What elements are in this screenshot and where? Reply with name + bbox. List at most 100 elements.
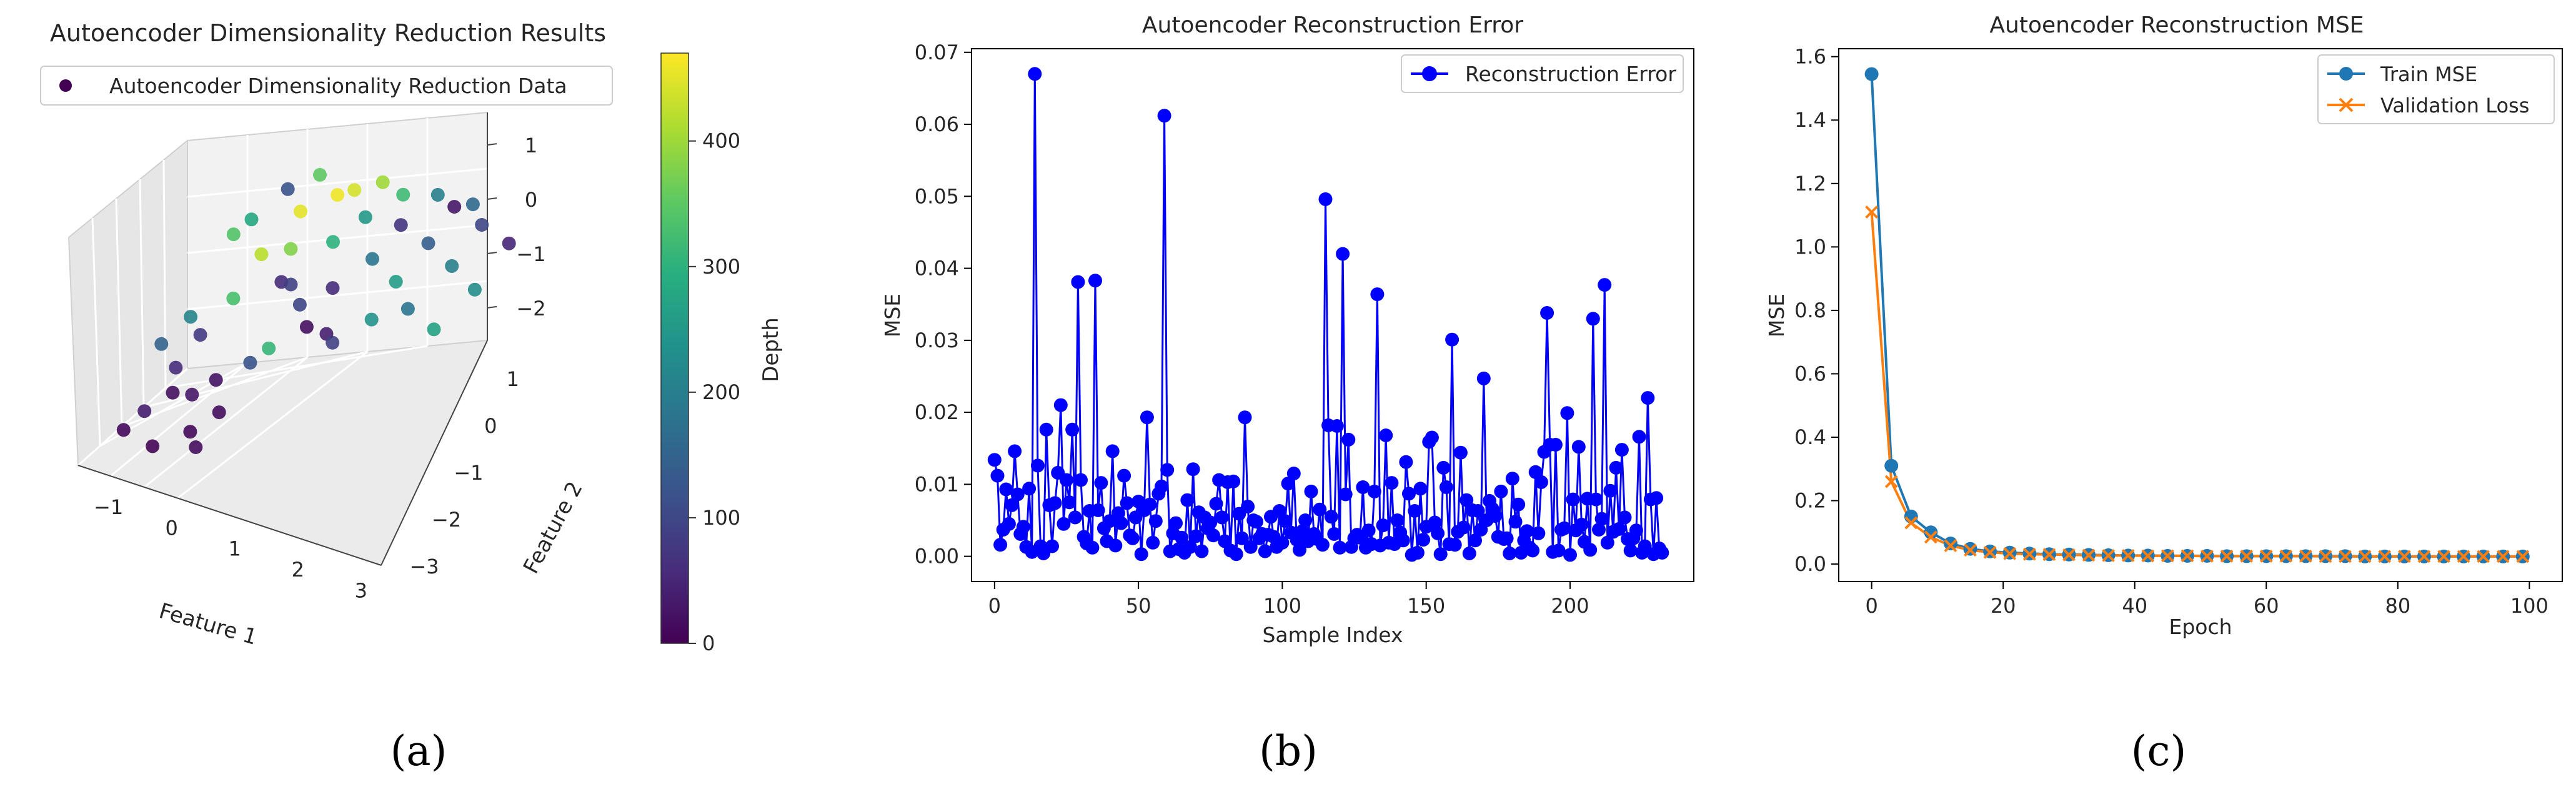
- panel-b-series-0-point: [1618, 510, 1632, 525]
- panel-b-series-0-point: [1215, 510, 1229, 525]
- panel-b-series-0-point: [1134, 547, 1148, 562]
- panel-b-series-0-point: [1272, 504, 1286, 518]
- panel-b-series-0-point: [1120, 496, 1134, 510]
- panel-b-series-0-point: [1614, 443, 1629, 457]
- panel-a-point: [284, 242, 298, 256]
- panel-a-ylabel: Feature 2: [519, 477, 588, 578]
- panel-b-series-0-point: [1169, 516, 1183, 530]
- panel-a-point: [226, 227, 241, 242]
- panel-b-series-0-point: [1209, 497, 1223, 511]
- panel-c-series-1-point: [2437, 550, 2450, 563]
- panel-b-series-0-point: [1125, 531, 1140, 545]
- panel-c-series-0-point: [1944, 537, 1957, 551]
- panel-c-series-1-point: [2299, 549, 2312, 563]
- panel-b-series-0-point: [1235, 531, 1249, 545]
- panel-a-point: [137, 404, 152, 418]
- panel-a-xtick-label: 3: [355, 578, 367, 602]
- panel-a-legend: Autoencoder Dimensionality Reduction Dat…: [40, 66, 613, 106]
- panel-b-series-0-point: [1445, 332, 1460, 347]
- panel-c-ytick-label: 1.2: [1794, 172, 1826, 196]
- panel-b-ylabel: MSE: [880, 294, 905, 337]
- panel-b-series-0-point: [993, 538, 1008, 552]
- panel-b-series-0-point: [1278, 514, 1292, 528]
- panel-b-ytick-label: 0.00: [915, 545, 959, 568]
- panel-b-series-0-point: [1557, 521, 1571, 535]
- panel-b-series-0-point: [1431, 526, 1445, 540]
- panel-a-point: [169, 360, 183, 375]
- panel-b-series-0-point: [1499, 531, 1514, 545]
- panel-c-series-0-point: [1924, 525, 1938, 540]
- panel-a-xtick-label: 2: [292, 558, 304, 582]
- panel-b-series-0-point: [1560, 406, 1574, 420]
- panel-b-series-0-point: [1175, 530, 1189, 545]
- panel-a-ytick-label: −2: [432, 508, 461, 532]
- panel-b-xtick-label: 150: [1407, 594, 1445, 618]
- panel-b-series-0-point: [1488, 509, 1503, 523]
- panel-a-ztick-label: −1: [516, 242, 545, 266]
- panel-b-series-0-point: [1534, 475, 1548, 489]
- panel-b-series-0-point: [1140, 410, 1154, 425]
- panel-b-legend-marker: [1422, 66, 1437, 81]
- panel-b-title: Autoencoder Reconstruction Error: [1142, 12, 1523, 38]
- panel-c-ylabel: MSE: [1764, 294, 1789, 337]
- panel-a-point: [430, 187, 445, 202]
- panel-c-series-1-point: [2201, 549, 2214, 563]
- panel-b-series-0-point: [1410, 545, 1425, 560]
- caption-a: (a): [390, 727, 447, 775]
- panel-b-series-0-point: [1091, 503, 1105, 517]
- panel-a-point: [154, 337, 169, 351]
- panel-b-series-0-point: [1155, 479, 1168, 493]
- panel-a-ztick: [487, 305, 497, 309]
- panel-b-series-0-point: [1295, 524, 1310, 538]
- panel-c-ytick-label: 0.6: [1794, 362, 1826, 385]
- panel-b-legend: Reconstruction Error: [1401, 54, 1684, 93]
- panel-c-xtick-label: 60: [2254, 594, 2279, 618]
- panel-a-point: [465, 197, 480, 212]
- panel-b-series-0-point: [1571, 440, 1586, 454]
- panel-b-series-0-point: [1505, 472, 1519, 486]
- panel-b-series-0-point: [1460, 493, 1474, 507]
- panel-b-series-0-point: [1609, 460, 1623, 475]
- panel-a-point: [326, 281, 340, 295]
- panel-b-series-0-point: [1313, 502, 1327, 517]
- panel-b-series-0-point: [1250, 515, 1263, 529]
- panel-b-series-0-point: [1402, 487, 1416, 501]
- panel-a-point: [447, 200, 462, 214]
- panel-b-series-0-point: [1333, 540, 1347, 555]
- panel-b-xtick-label: 0: [988, 594, 1001, 618]
- panel-b-series-0-point: [1396, 533, 1410, 548]
- panel-c-series-1-point: [2417, 550, 2431, 563]
- panel-b-series-0-point: [1632, 430, 1646, 444]
- panel-a-point: [262, 341, 276, 355]
- panel-c-series-1-point: [2102, 548, 2116, 562]
- panel-a-point: [364, 312, 379, 327]
- panel-b-series-0-point: [1258, 544, 1272, 558]
- panel-c-series-1-point: [2220, 549, 2234, 563]
- panel-b-series-0-point: [1203, 515, 1218, 530]
- panel-b-series-0-point: [1117, 468, 1131, 483]
- panel-b-series-0-point: [1241, 500, 1255, 514]
- panel-b-series-0-point: [1186, 462, 1200, 477]
- panel-a-point: [396, 187, 410, 202]
- panel-a-colorbar-tick-label: 200: [702, 380, 740, 404]
- panel-a-point: [212, 405, 226, 420]
- panel-a-point: [254, 247, 269, 262]
- panel-b-series-0-point: [1511, 497, 1526, 512]
- panel-a-point: [193, 328, 207, 342]
- panel-b-series-0-point: [1367, 484, 1381, 498]
- panel-a-legend-label: Autoencoder Dimensionality Reduction Dat…: [109, 74, 567, 98]
- panel-c-series-1-point: [2358, 550, 2372, 563]
- panel-c-ytick-label: 0.2: [1794, 489, 1826, 513]
- panel-a-point: [185, 387, 199, 402]
- panel-b-series-0-point: [1563, 548, 1577, 562]
- panel-b-series-0-point: [1379, 428, 1393, 442]
- panel-a-colorbar-tick-label: 0: [702, 631, 715, 655]
- panel-c-xtick-label: 100: [2510, 594, 2549, 618]
- panel-b-series-0-point: [1462, 547, 1476, 560]
- panel-b-series-0-point: [1108, 538, 1123, 553]
- panel-b-series-0-point: [1016, 520, 1030, 534]
- panel-a-point: [502, 236, 516, 250]
- panel-a-yaxis: [380, 340, 488, 566]
